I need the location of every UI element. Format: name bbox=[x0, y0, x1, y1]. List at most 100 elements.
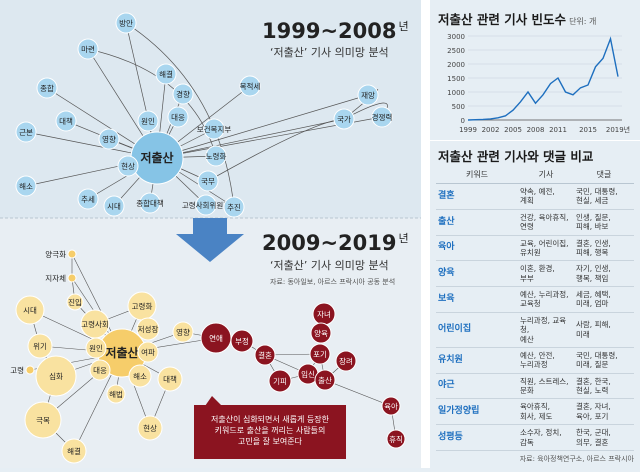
network2-node-label: 저성장 bbox=[138, 324, 159, 334]
network2-node-label: 지자체 bbox=[45, 273, 66, 283]
network2-node bbox=[27, 333, 53, 359]
comment-cell: 결혼, 인생, 피해, 행복 bbox=[574, 235, 634, 262]
x-tick-label: 2011 bbox=[549, 126, 567, 134]
article-cell: 이혼, 환경, 부부 bbox=[518, 260, 574, 287]
network2-node-label: 양육 bbox=[314, 329, 328, 338]
network2-title: 2009~2019 년 bbox=[262, 231, 409, 255]
network2-node bbox=[335, 350, 357, 372]
network1-node bbox=[205, 145, 227, 167]
network1-node bbox=[239, 75, 261, 97]
comment-cell: 한국, 군대, 의무, 결혼 bbox=[574, 424, 634, 451]
table-header-cell: 키워드 bbox=[436, 166, 518, 184]
network2-node-label: 부정 bbox=[235, 336, 249, 346]
comment-cell: 자기, 인생, 행복, 책임 bbox=[574, 260, 634, 287]
network1-node bbox=[36, 77, 58, 99]
network1-node bbox=[103, 195, 125, 217]
network1-node bbox=[117, 155, 139, 177]
table-row: 보육 예산, 누리과정, 교육청 세금, 혜택, 미래, 엄마 bbox=[436, 286, 634, 313]
network1-node bbox=[333, 108, 355, 130]
network1-node-label: 근본 bbox=[19, 128, 33, 137]
stats-panel: 저출산 관련 기사 빈도수 단위: 개 0 500 1000 1500 2000 2500 3… bbox=[430, 0, 640, 468]
article-cell: 직원, 스트레스, 문화 bbox=[518, 373, 574, 400]
network1-node-label: 국가 bbox=[337, 115, 351, 124]
comment-cell: 국민, 대통령, 현실, 세금 bbox=[574, 183, 634, 210]
network2-node-label: 출산 bbox=[318, 375, 332, 385]
y-tick-label: 3000 bbox=[447, 33, 465, 41]
network1-subtitle: ‘저출산’ 기사 의미망 분석 bbox=[270, 46, 389, 59]
keyword-cell: 결혼 bbox=[436, 183, 518, 210]
network2-node bbox=[254, 344, 276, 366]
network2-node bbox=[85, 337, 107, 359]
keyword-cell: 출산 bbox=[436, 209, 518, 236]
network1-node bbox=[55, 110, 77, 132]
keyword-cell: 육아 bbox=[436, 235, 518, 262]
transition-arrow bbox=[176, 218, 244, 262]
keyword-cell: 양육 bbox=[436, 260, 518, 287]
network1-edge bbox=[156, 118, 345, 159]
network1-node-label: 저출산 bbox=[140, 150, 173, 165]
network1-edge bbox=[125, 22, 235, 208]
network1-node-label: 국무 bbox=[201, 177, 215, 186]
network1-node-label: 경향 bbox=[176, 89, 190, 99]
article-cell: 교육, 어린이집, 유치원 bbox=[518, 235, 574, 262]
network2-node-label: 결혼 bbox=[258, 350, 272, 360]
network2-node bbox=[67, 249, 77, 259]
network2-node-label: 현상 bbox=[143, 423, 157, 433]
network1-node bbox=[137, 110, 159, 132]
network1-node-label: 대책 bbox=[59, 116, 73, 126]
table-row: 야근 직원, 스트레스, 문화 결혼, 한국, 현실, 노력 bbox=[436, 373, 634, 400]
table-row: 어린이집 누리과정, 교육청, 예산 사람, 피해, 미래 bbox=[436, 312, 634, 348]
network1-node bbox=[15, 175, 37, 197]
network1-node bbox=[77, 38, 99, 60]
network1-node bbox=[195, 194, 217, 216]
network1-node bbox=[223, 196, 245, 218]
network2-edge bbox=[324, 379, 392, 407]
network1-node-label: 재앙 bbox=[361, 90, 375, 100]
network1-node bbox=[371, 106, 393, 128]
network1-node bbox=[172, 83, 194, 105]
network2-node-label: 포기 bbox=[313, 350, 327, 359]
network2-node bbox=[61, 438, 87, 464]
network1-node bbox=[77, 188, 99, 210]
network2-node-label: 기피 bbox=[273, 377, 287, 386]
x-tick-label: 2019년 bbox=[606, 125, 630, 134]
network1-node-label: 고령사회위원회 bbox=[182, 201, 230, 210]
network2-node-label: 심화 bbox=[49, 371, 63, 381]
network2-node-label: 고령화 bbox=[132, 302, 153, 311]
network2-node bbox=[268, 369, 292, 393]
network1-node bbox=[15, 121, 37, 143]
network1-node-label: 대응 bbox=[171, 113, 185, 122]
y-tick-label: 1000 bbox=[447, 89, 465, 97]
network2-node-label: 장려 bbox=[339, 356, 353, 366]
article-cell: 예산, 누리과정, 교육청 bbox=[518, 286, 574, 313]
frequency-line bbox=[467, 36, 619, 121]
x-tick-label: 2015 bbox=[579, 126, 597, 134]
keyword-cell: 성평등 bbox=[436, 424, 518, 451]
callout-box: 저출산이 심화되면서 새롭게 등장한 키워드로 출산을 꺼리는 사람들의 고민을 잘… bbox=[194, 396, 346, 459]
table-row: 일가정양립 육아휴직, 회사, 제도 결혼, 자녀, 육아, 포기 bbox=[436, 398, 634, 426]
network2-node-label: 연애 bbox=[209, 334, 223, 343]
network2-node-label: 대응 bbox=[93, 366, 107, 375]
network1-node-label: 해소 bbox=[19, 181, 33, 191]
keyword-cell: 일가정양립 bbox=[436, 398, 518, 426]
network2-node-label: 대책 bbox=[163, 374, 177, 384]
comment-cell: 결혼, 한국, 현실, 노력 bbox=[574, 373, 634, 400]
network2-node bbox=[386, 429, 406, 449]
network2-node-label: 해법 bbox=[109, 389, 123, 399]
network2-node-label: 원인 bbox=[89, 343, 103, 353]
x-tick-label: 2002 bbox=[482, 126, 500, 134]
comment-cell: 세금, 혜택, 미래, 엄마 bbox=[574, 286, 634, 313]
x-tick-label: 1999 bbox=[459, 126, 477, 134]
network1-node-label: 방안 bbox=[119, 18, 133, 28]
network1-node bbox=[203, 118, 225, 140]
network2-node-label: 진입 bbox=[68, 297, 82, 307]
y-tick-label: 2000 bbox=[447, 61, 465, 69]
network2-node-label: 임신 bbox=[301, 370, 315, 379]
network2-node bbox=[136, 317, 160, 341]
network1-node-label: 해결 bbox=[159, 69, 173, 79]
table-row: 결혼 약속, 예전, 계획 국민, 대통령, 현실, 세금 bbox=[436, 183, 634, 210]
network2-node bbox=[137, 415, 163, 441]
y-tick-label: 500 bbox=[452, 103, 465, 111]
article-cell: 예산, 안전, 누리과정 bbox=[518, 347, 574, 374]
